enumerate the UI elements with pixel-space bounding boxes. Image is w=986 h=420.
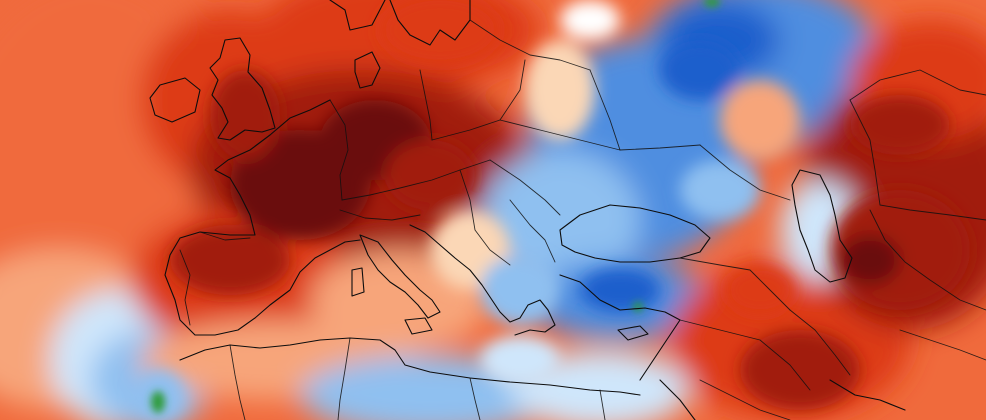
border-germany-poland bbox=[419, 69, 433, 141]
coast-italy bbox=[359, 234, 441, 319]
coast-europe-west bbox=[164, 99, 361, 336]
border-north-africa-2 bbox=[337, 337, 351, 420]
extreme-anomaly-spots bbox=[151, 0, 720, 413]
coastlines bbox=[149, 0, 906, 420]
anomaly-patch-extreme-cool bbox=[151, 391, 165, 413]
anomaly-patch-slight-warm bbox=[720, 80, 800, 160]
border-alps bbox=[339, 209, 421, 221]
anomaly-patch-very-warm bbox=[170, 225, 290, 295]
anomaly-patch-extreme-warm bbox=[840, 235, 900, 285]
coast-cyprus bbox=[617, 325, 649, 341]
coast-sicily bbox=[404, 317, 433, 335]
border-iran bbox=[789, 309, 851, 376]
border-spain-france bbox=[199, 231, 251, 241]
anomaly-patch-near-zero-warm bbox=[525, 40, 595, 140]
anomaly-patch-near-zero-cool bbox=[480, 335, 560, 385]
coast-persian-gulf bbox=[829, 379, 906, 411]
anomaly-patch-slight-cool bbox=[480, 255, 560, 325]
anomaly-patch-very-warm bbox=[210, 70, 280, 160]
border-ukraine bbox=[499, 119, 701, 151]
anomaly-patch-very-warm bbox=[385, 140, 475, 210]
border-balkans-1 bbox=[459, 169, 511, 266]
border-baltic bbox=[469, 19, 591, 71]
border-france-germany bbox=[329, 99, 349, 201]
coast-caspian bbox=[791, 169, 853, 283]
border-north-africa-1 bbox=[229, 344, 246, 420]
anomaly-patch-very-cool bbox=[580, 268, 660, 312]
border-russia-east bbox=[849, 69, 986, 101]
border-turkey-east bbox=[679, 257, 791, 311]
anomaly-patch-slight-cool bbox=[680, 160, 760, 220]
coast-north-africa bbox=[179, 337, 641, 396]
border-ukraine-south bbox=[489, 159, 561, 216]
border-kazakhstan bbox=[849, 99, 986, 221]
anomaly-patch-extreme-cool bbox=[633, 302, 643, 312]
border-syria-iraq bbox=[679, 319, 811, 391]
national-borders bbox=[179, 19, 986, 420]
coast-ireland bbox=[149, 77, 201, 123]
border-egypt bbox=[599, 389, 606, 420]
border-north-africa-3 bbox=[469, 377, 481, 420]
border-central-asia bbox=[869, 209, 986, 311]
border-afghanistan bbox=[899, 329, 986, 361]
coast-balkans bbox=[409, 224, 556, 336]
anomaly-patch-neutral bbox=[560, 0, 620, 40]
anomaly-patch-warm bbox=[725, 265, 795, 315]
coast-turkey-levant bbox=[559, 274, 681, 381]
coast-black-sea bbox=[559, 204, 711, 263]
coast-red-sea bbox=[659, 379, 696, 420]
anomaly-patch-very-warm bbox=[740, 330, 860, 410]
border-caucasus bbox=[699, 144, 791, 201]
border-saudi bbox=[699, 379, 791, 420]
border-russia-west bbox=[589, 69, 621, 151]
anomaly-patch-extreme-cool bbox=[704, 0, 720, 7]
anomaly-patch-very-warm bbox=[850, 95, 950, 155]
coast-scandinavia bbox=[329, 0, 471, 46]
coast-great-britain bbox=[209, 37, 276, 141]
coast-denmark bbox=[354, 51, 381, 89]
border-spain-portugal bbox=[179, 249, 191, 326]
border-balkans-2 bbox=[509, 199, 556, 263]
border-central-europe bbox=[341, 159, 491, 201]
coast-sardinia bbox=[351, 267, 365, 297]
anomaly-field-detail bbox=[135, 0, 970, 420]
anomaly-patch-very-cool bbox=[660, 40, 740, 100]
